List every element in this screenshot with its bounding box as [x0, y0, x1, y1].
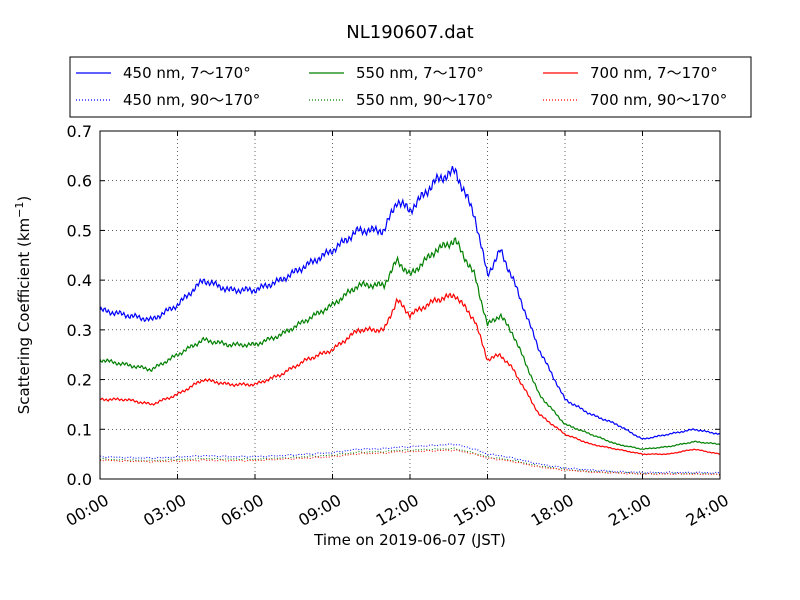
legend: 450 nm, 7～170° 550 nm, 7～170° 700 nm, 7～17… [69, 56, 752, 118]
x-axis-label: Time on 2019-06-07 (JST) [313, 531, 506, 549]
series-line [99, 443, 721, 475]
series-line [99, 292, 720, 456]
legend-label: 700 nm, 7～170° [590, 64, 718, 82]
x-tick-label: 15:00 [450, 490, 499, 530]
x-tick-labels: 00:00 03:00 06:00 09:00 12:00 15:00 18:00 21:00… [63, 490, 732, 530]
y-axis-label-main: Scattering Coefficient (km [15, 218, 33, 414]
legend-box [69, 56, 752, 118]
y-axis-label-close: ) [15, 196, 33, 202]
y-tick-label: 0.6 [67, 172, 92, 191]
legend-label: 450 nm, 7～170° [123, 64, 251, 82]
axis-ticks [99, 130, 721, 480]
x-tick-label: 09:00 [295, 490, 344, 530]
y-tick-label: 0.7 [67, 122, 92, 141]
y-tick-label: 0.0 [67, 470, 92, 489]
grid-lines [100, 131, 720, 479]
chart-title: NL190607.dat [346, 22, 473, 43]
series-line [99, 447, 721, 476]
x-tick-label: 21:00 [605, 490, 654, 530]
y-tick-label: 0.2 [67, 371, 92, 390]
y-tick-label: 0.3 [67, 321, 92, 340]
x-tick-label: 06:00 [218, 490, 267, 530]
x-tick-label: 00:00 [63, 490, 112, 530]
legend-label: 700 nm, 90～170° [590, 91, 727, 109]
legend-label: 450 nm, 90～170° [123, 91, 260, 109]
y-axis-label-exponent: −1 [13, 202, 26, 218]
y-tick-label: 0.4 [67, 271, 92, 290]
series-lines [99, 165, 721, 476]
y-axis-label: Scattering Coefficient (km−1) [13, 196, 33, 415]
y-tick-labels: 0.0 0.1 0.2 0.3 0.4 0.5 0.6 0.7 [67, 122, 92, 489]
legend-label: 550 nm, 90～170° [356, 91, 493, 109]
series-line [99, 237, 721, 451]
x-tick-label: 03:00 [140, 490, 189, 530]
y-tick-label: 0.1 [67, 420, 92, 439]
plot-area [99, 130, 721, 480]
x-tick-label: 18:00 [528, 490, 577, 530]
series-line [99, 165, 721, 440]
x-tick-label: 24:00 [683, 490, 732, 530]
x-tick-label: 12:00 [373, 490, 422, 530]
legend-label: 550 nm, 7～170° [356, 64, 484, 82]
y-tick-label: 0.5 [67, 221, 92, 240]
